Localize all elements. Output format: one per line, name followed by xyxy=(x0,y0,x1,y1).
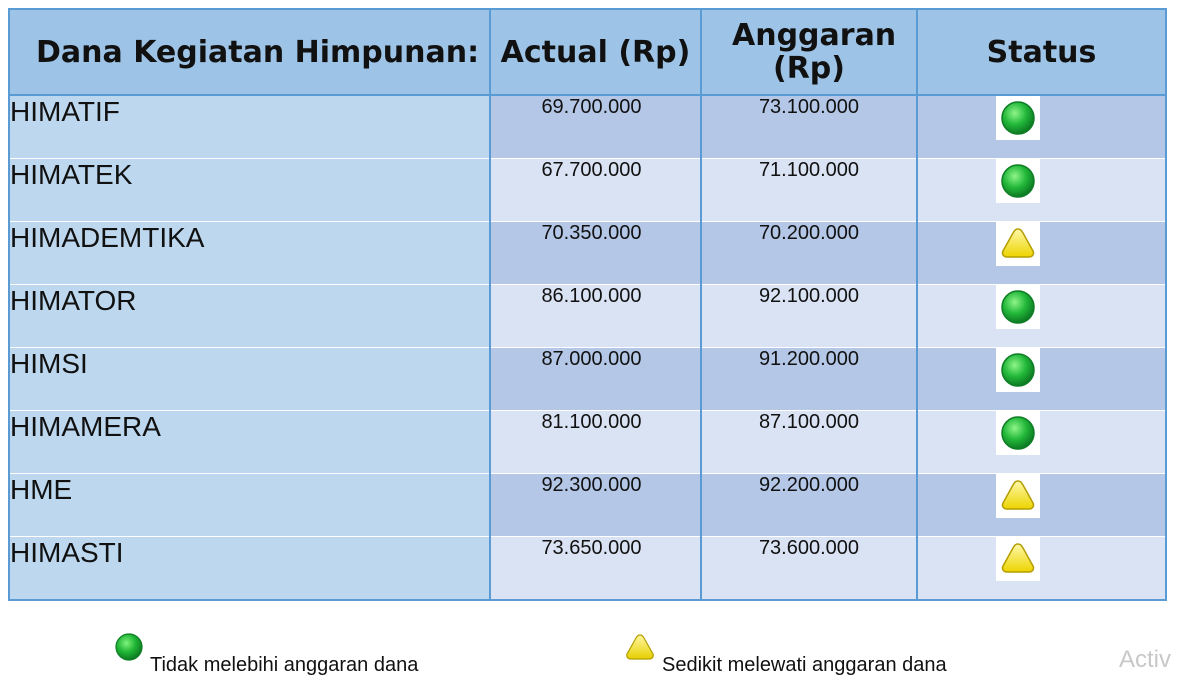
yellow-triangle-icon xyxy=(624,632,656,668)
status-indicator xyxy=(995,221,1040,266)
row-actual: 87.000.000 xyxy=(489,346,702,412)
row-status xyxy=(916,346,1167,412)
status-indicator xyxy=(995,96,1040,140)
row-budget: 70.200.000 xyxy=(700,220,918,285)
row-budget: 87.100.000 xyxy=(700,410,918,475)
row-actual: 73.650.000 xyxy=(489,536,702,602)
row-name: HIMATIF xyxy=(8,94,491,159)
table-row: HIMATEK 67.700.000 71.100.000 xyxy=(8,157,1167,222)
header-status: Status xyxy=(916,8,1167,96)
header-budget: Anggaran (Rp) xyxy=(700,8,918,96)
row-budget: 71.100.000 xyxy=(700,157,918,222)
table-header-row: Dana Kegiatan Himpunan: Actual (Rp) Angg… xyxy=(8,8,1167,96)
row-actual: 69.700.000 xyxy=(489,94,702,159)
green-circle-icon xyxy=(1000,353,1035,387)
legend-green-label: Tidak melebihi anggaran dana xyxy=(150,654,419,676)
row-name: HIMAMERA xyxy=(8,410,491,475)
status-indicator xyxy=(995,537,1040,582)
yellow-triangle-icon xyxy=(1001,543,1034,574)
status-indicator xyxy=(995,411,1040,456)
activate-windows-watermark: Activ xyxy=(1119,646,1172,673)
yellow-triangle-icon xyxy=(1001,480,1034,510)
yellow-triangle-icon xyxy=(1001,227,1034,258)
table-row: HME 92.300.000 92.200.000 xyxy=(8,473,1167,538)
green-circle-icon xyxy=(1000,290,1035,324)
green-circle-icon xyxy=(1000,163,1035,198)
row-name: HIMATOR xyxy=(8,283,491,349)
header-name: Dana Kegiatan Himpunan: xyxy=(8,8,491,96)
row-budget: 91.200.000 xyxy=(700,346,918,412)
row-actual: 86.100.000 xyxy=(489,283,702,349)
status-indicator xyxy=(995,284,1040,329)
status-indicator xyxy=(995,348,1040,392)
row-name: HIMATEK xyxy=(8,157,491,222)
table-row: HIMAMERA 81.100.000 87.100.000 xyxy=(8,410,1167,475)
table-row: HIMADEMTIKA 70.350.000 70.200.000 xyxy=(8,220,1167,285)
row-status xyxy=(916,473,1167,538)
row-name: HIMADEMTIKA xyxy=(8,220,491,285)
row-status xyxy=(916,157,1167,222)
table-row: HIMATOR 86.100.000 92.100.000 xyxy=(8,283,1167,349)
green-circle-icon xyxy=(114,632,144,668)
row-name: HIMSI xyxy=(8,346,491,412)
status-indicator xyxy=(995,474,1040,519)
row-name: HIMASTI xyxy=(8,536,491,602)
green-circle-icon xyxy=(1000,101,1035,135)
row-actual: 92.300.000 xyxy=(489,473,702,538)
row-budget: 73.100.000 xyxy=(700,94,918,159)
row-actual: 70.350.000 xyxy=(489,220,702,285)
row-status xyxy=(916,410,1167,475)
header-actual: Actual (Rp) xyxy=(489,8,702,96)
row-name: HME xyxy=(8,473,491,538)
legend-yellow-label: Sedikit melewati anggaran dana xyxy=(662,654,947,676)
budget-table: Dana Kegiatan Himpunan: Actual (Rp) Angg… xyxy=(8,8,1167,602)
status-indicator xyxy=(995,158,1040,203)
legend-yellow: Sedikit melewati anggaran dana xyxy=(624,632,947,676)
table-row: HIMSI 87.000.000 91.200.000 xyxy=(8,346,1167,412)
row-status xyxy=(916,94,1167,159)
row-actual: 67.700.000 xyxy=(489,157,702,222)
row-budget: 92.100.000 xyxy=(700,283,918,349)
legend-green: Tidak melebihi anggaran dana xyxy=(114,632,418,676)
table-row: HIMATIF 69.700.000 73.100.000 xyxy=(8,94,1167,159)
green-circle-icon xyxy=(1000,416,1035,450)
row-actual: 81.100.000 xyxy=(489,410,702,475)
table-row: HIMASTI 73.650.000 73.600.000 xyxy=(8,536,1167,602)
row-status xyxy=(916,283,1167,349)
row-budget: 92.200.000 xyxy=(700,473,918,538)
row-budget: 73.600.000 xyxy=(700,536,918,602)
row-status xyxy=(916,536,1167,602)
row-status xyxy=(916,220,1167,285)
